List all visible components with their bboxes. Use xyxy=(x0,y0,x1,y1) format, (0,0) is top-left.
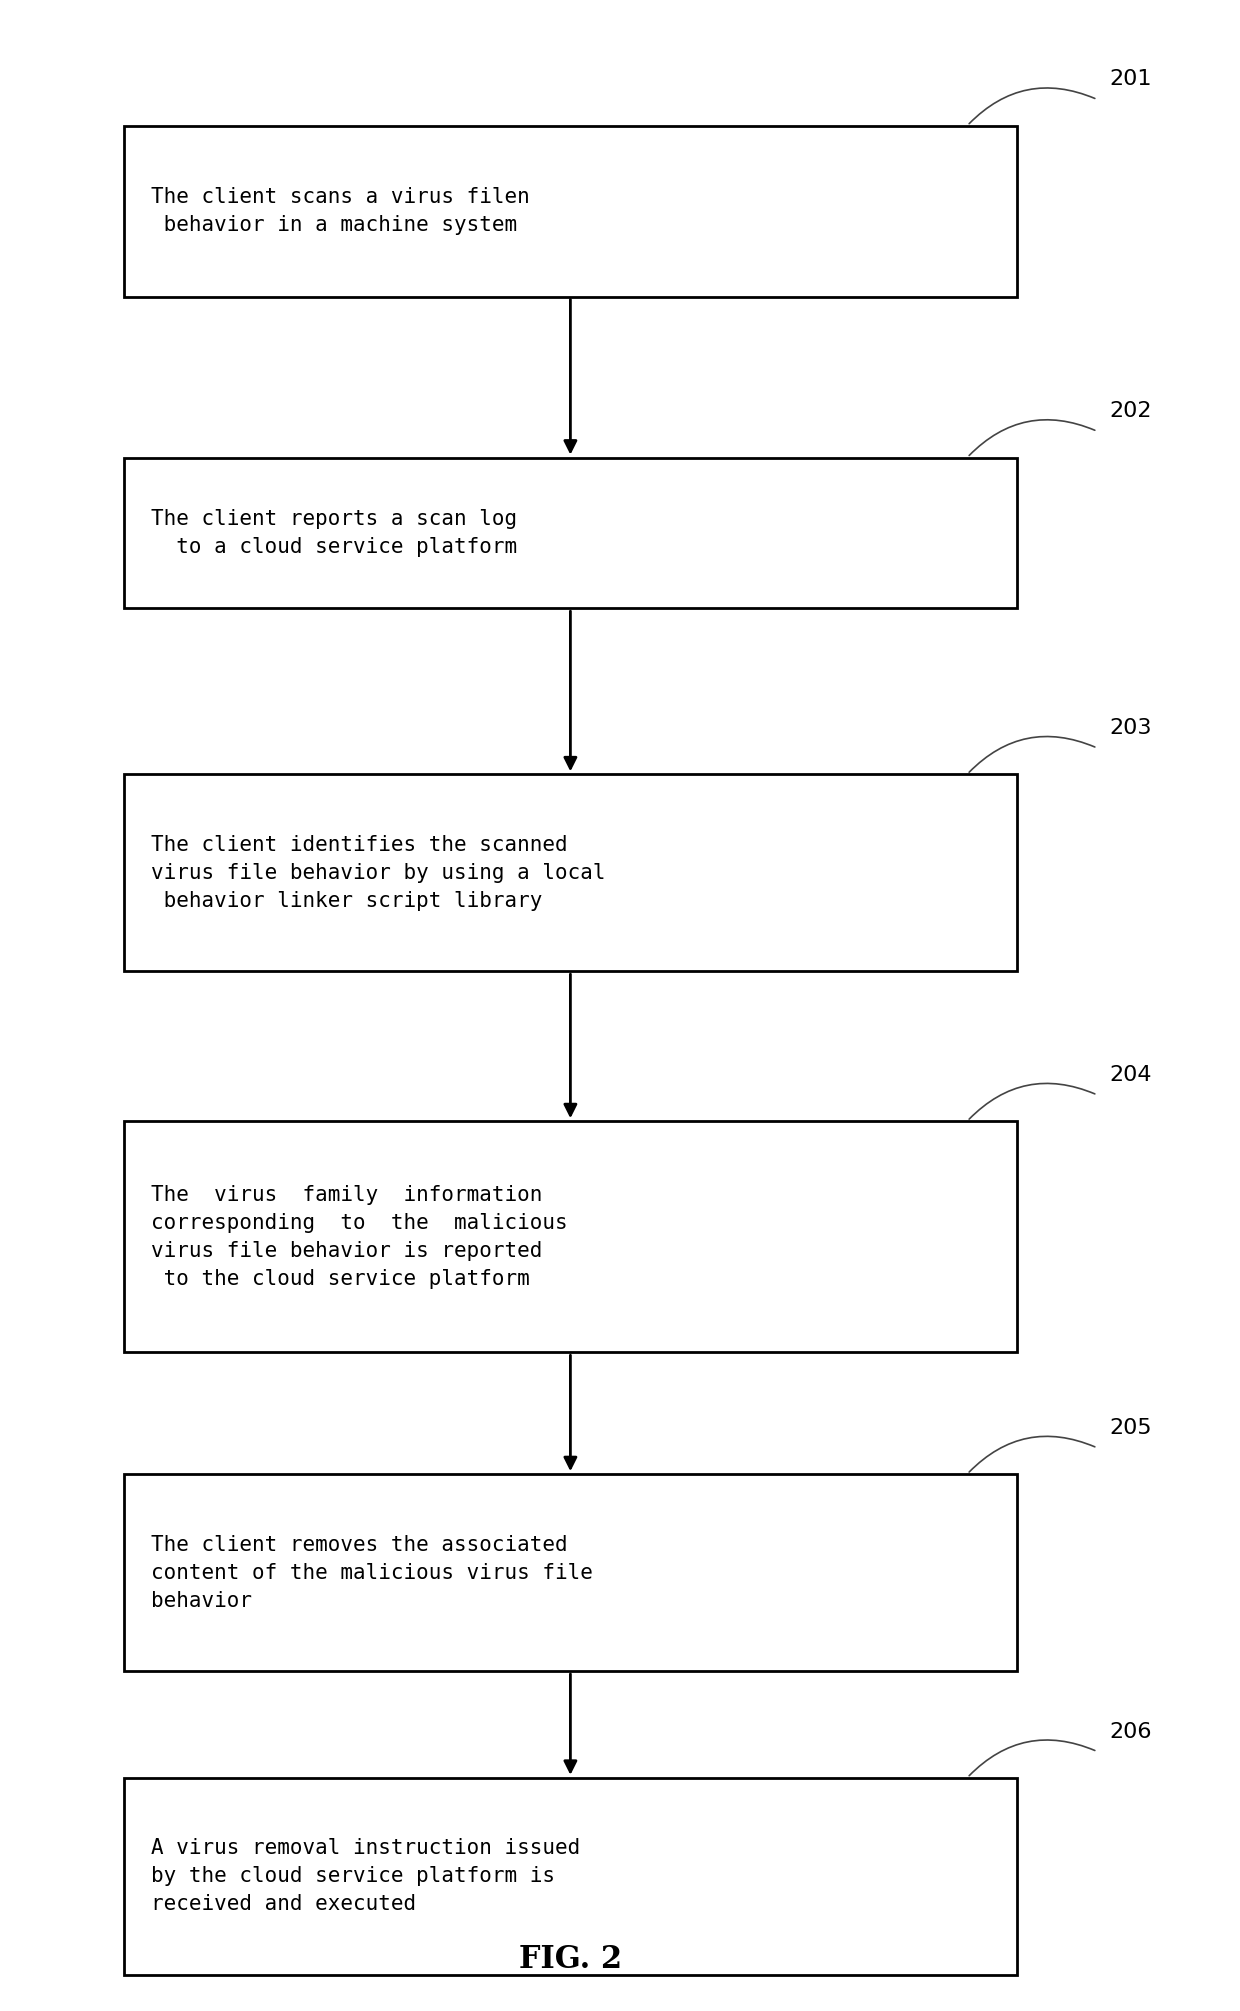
FancyBboxPatch shape xyxy=(124,1474,1017,1671)
FancyBboxPatch shape xyxy=(124,774,1017,971)
Text: The client reports a scan log
  to a cloud service platform: The client reports a scan log to a cloud… xyxy=(151,509,517,557)
FancyBboxPatch shape xyxy=(124,1122,1017,1351)
FancyBboxPatch shape xyxy=(124,1778,1017,1975)
Text: The client removes the associated
content of the malicious virus file
behavior: The client removes the associated conten… xyxy=(151,1534,593,1611)
Text: FIG. 2: FIG. 2 xyxy=(518,1945,622,1975)
Text: The client identifies the scanned
virus file behavior by using a local
 behavior: The client identifies the scanned virus … xyxy=(151,835,606,911)
Text: 204: 204 xyxy=(1110,1066,1152,1086)
FancyBboxPatch shape xyxy=(124,127,1017,298)
Text: The  virus  family  information
corresponding  to  the  malicious
virus file beh: The virus family information correspondi… xyxy=(151,1184,568,1289)
FancyBboxPatch shape xyxy=(124,459,1017,607)
Text: 206: 206 xyxy=(1110,1721,1152,1742)
Text: The client scans a virus filen
 behavior in a machine system: The client scans a virus filen behavior … xyxy=(151,187,529,235)
Text: 201: 201 xyxy=(1110,70,1152,88)
Text: A virus removal instruction issued
by the cloud service platform is
received and: A virus removal instruction issued by th… xyxy=(151,1838,580,1914)
Text: 203: 203 xyxy=(1110,718,1152,738)
Text: 202: 202 xyxy=(1110,402,1152,422)
Text: 205: 205 xyxy=(1110,1418,1152,1438)
